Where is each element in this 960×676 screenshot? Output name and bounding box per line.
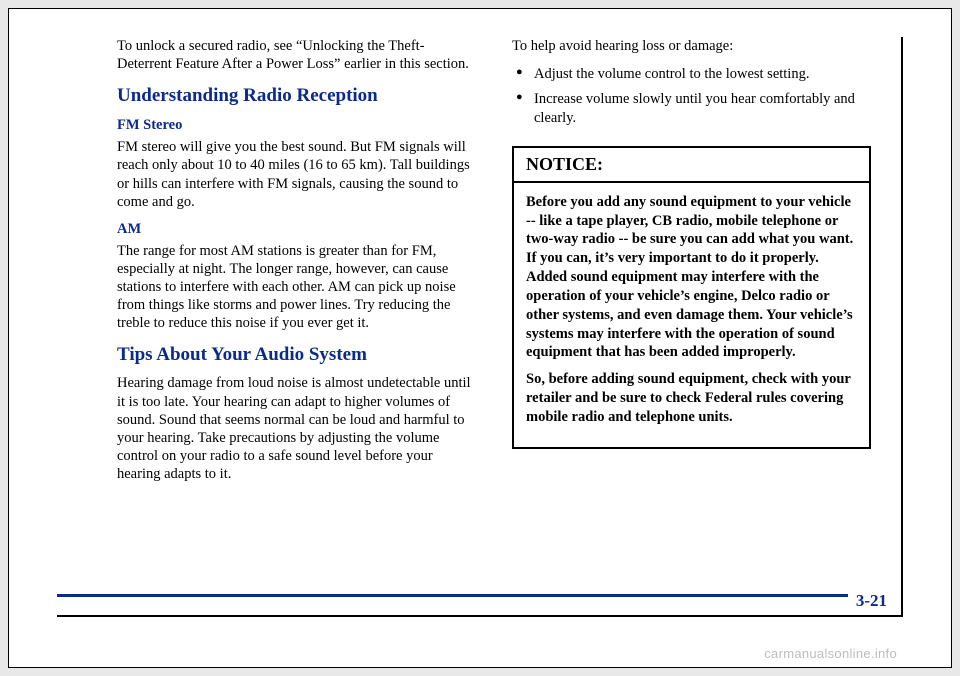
tips-paragraph: Hearing damage from loud noise is almost…: [117, 374, 476, 483]
heading-tips-audio: Tips About Your Audio System: [117, 344, 476, 366]
help-intro: To help avoid hearing loss or damage:: [512, 37, 871, 55]
list-item: Adjust the volume control to the lowest …: [512, 65, 871, 84]
notice-paragraph-1: Before you add any sound equipment to yo…: [526, 193, 857, 363]
watermark-text: carmanualsonline.info: [764, 646, 897, 661]
list-item: Increase volume slowly until you hear co…: [512, 90, 871, 128]
notice-title: NOTICE:: [514, 148, 869, 183]
fm-paragraph: FM stereo will give you the best sound. …: [117, 138, 476, 211]
subheading-fm-stereo: FM Stereo: [117, 117, 476, 134]
right-column: To help avoid hearing loss or damage: Ad…: [512, 37, 871, 493]
notice-body: Before you add any sound equipment to yo…: [514, 183, 869, 447]
notice-box: NOTICE: Before you add any sound equipme…: [512, 146, 871, 449]
content-frame: To unlock a secured radio, see “Unlockin…: [57, 37, 903, 617]
help-bullet-list: Adjust the volume control to the lowest …: [512, 65, 871, 128]
notice-paragraph-2: So, before adding sound equipment, check…: [526, 370, 857, 427]
intro-paragraph: To unlock a secured radio, see “Unlockin…: [117, 37, 476, 73]
heading-radio-reception: Understanding Radio Reception: [117, 85, 476, 107]
left-column: To unlock a secured radio, see “Unlockin…: [117, 37, 476, 493]
page-number: 3-21: [848, 591, 887, 611]
footer-rule: [57, 594, 887, 597]
am-paragraph: The range for most AM stations is greate…: [117, 242, 476, 333]
two-column-layout: To unlock a secured radio, see “Unlockin…: [117, 37, 871, 493]
manual-page: To unlock a secured radio, see “Unlockin…: [8, 8, 952, 668]
subheading-am: AM: [117, 221, 476, 238]
